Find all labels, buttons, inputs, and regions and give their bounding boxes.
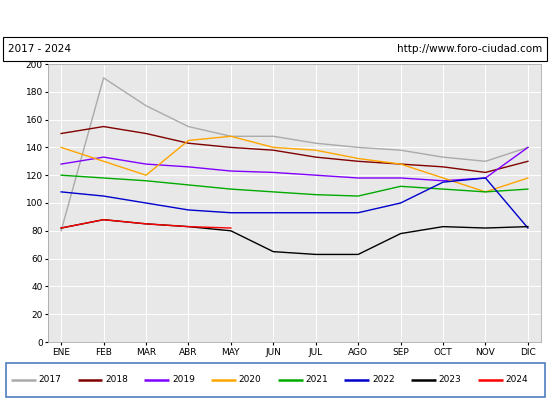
Text: 2022: 2022 (372, 376, 394, 384)
Text: 2017: 2017 (39, 376, 62, 384)
Text: http://www.foro-ciudad.com: http://www.foro-ciudad.com (397, 44, 542, 54)
Text: 2018: 2018 (105, 376, 128, 384)
Text: 2020: 2020 (239, 376, 261, 384)
Text: 2024: 2024 (505, 376, 528, 384)
Text: Evolucion del paro registrado en Campo Lameiro: Evolucion del paro registrado en Campo L… (92, 12, 458, 24)
Text: 2019: 2019 (172, 376, 195, 384)
Text: 2021: 2021 (305, 376, 328, 384)
Text: 2023: 2023 (439, 376, 461, 384)
Text: 2017 - 2024: 2017 - 2024 (8, 44, 72, 54)
